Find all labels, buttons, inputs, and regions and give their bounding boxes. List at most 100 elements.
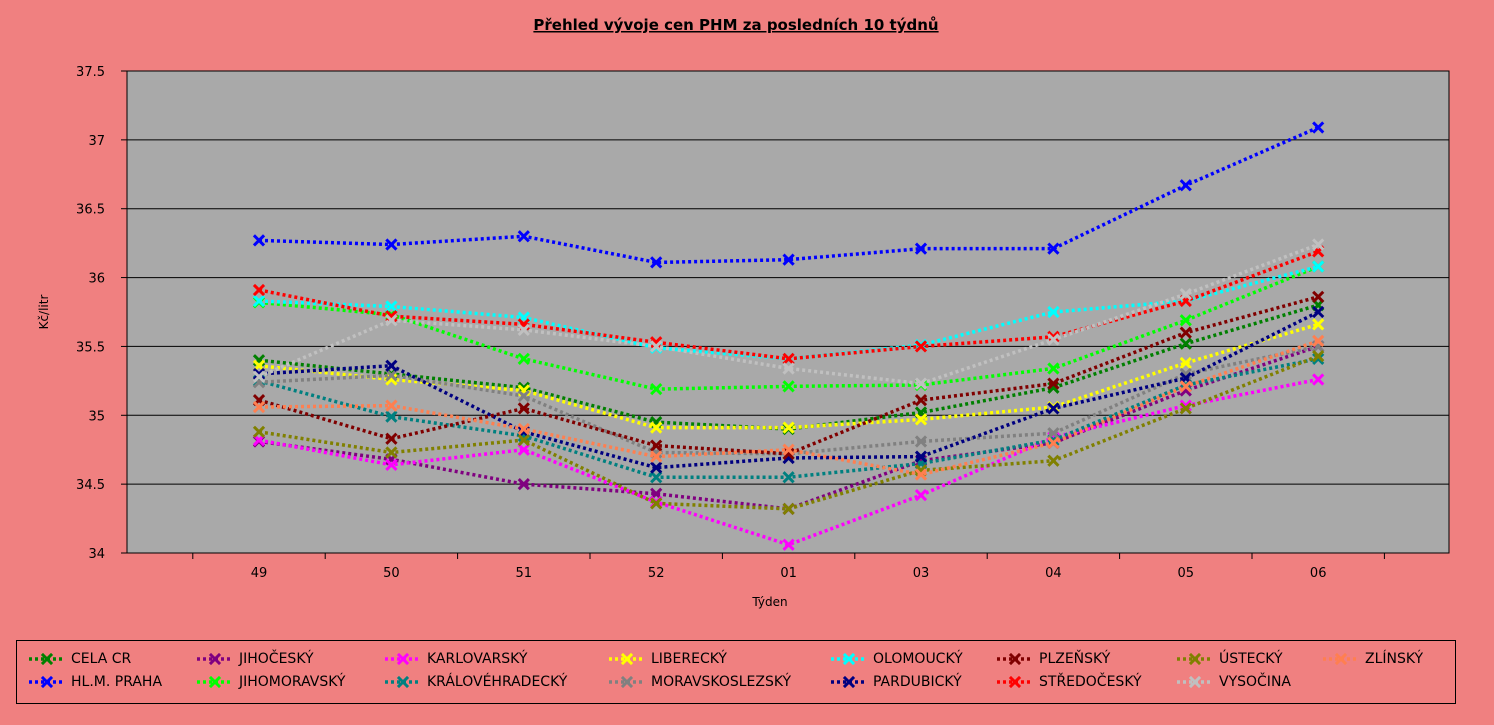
data-point [517, 443, 530, 456]
data-point [782, 538, 795, 551]
line-chart: Přehled vývoje cen PHM za posledních 10 … [37, 16, 1450, 609]
legend-item: JIHOMORAVSKÝ [197, 672, 345, 692]
y-tick-label: 35 [88, 409, 105, 424]
legend-marker [396, 676, 410, 688]
legend-item: KARLOVARSKÝ [385, 649, 527, 669]
legend-item: ÚSTECKÝ [1177, 649, 1283, 669]
data-point [1047, 454, 1060, 467]
data-point [782, 380, 795, 393]
data-point [1047, 333, 1060, 346]
data-point [517, 230, 530, 243]
series-line [258, 295, 1319, 456]
data-point [914, 394, 928, 407]
data-point [1312, 334, 1325, 348]
data-point [1312, 305, 1325, 319]
data-point [782, 253, 795, 266]
legend-swatch [1177, 676, 1213, 688]
data-point [1179, 326, 1192, 339]
data-point [517, 402, 530, 415]
legend-item: ZLÍNSKÝ [1323, 649, 1423, 669]
data-point [252, 400, 266, 414]
legend-label: VYSOČINA [1219, 674, 1291, 690]
x-tick-label: 51 [516, 566, 533, 581]
data-point [517, 422, 530, 436]
legend-marker [620, 676, 634, 688]
legend-marker [1334, 653, 1348, 665]
series-line [258, 310, 1319, 470]
legend-label: JIHOMORAVSKÝ [239, 674, 346, 690]
series-zl-nsk- [252, 334, 1325, 481]
y-tick-label: 36 [88, 272, 105, 287]
data-point [252, 283, 266, 297]
legend-item: CELA CR [29, 649, 131, 669]
data-point [650, 450, 663, 463]
data-point [914, 413, 928, 426]
data-point [1179, 314, 1192, 327]
data-point [650, 340, 663, 353]
data-point [782, 421, 795, 434]
legend-swatch [831, 653, 867, 665]
data-point [1179, 337, 1192, 350]
legend-swatch [997, 676, 1033, 688]
legend-swatch [1323, 653, 1359, 665]
data-point [1047, 362, 1060, 375]
legend-swatch [197, 653, 233, 665]
x-tick-label: 06 [1310, 566, 1327, 581]
data-point [385, 399, 398, 412]
data-point [782, 502, 795, 516]
data-point [517, 433, 530, 447]
x-axis-label: Týden [751, 595, 787, 609]
data-point [385, 432, 398, 445]
legend-swatch [29, 676, 65, 688]
legend-label: PARDUBICKÝ [873, 674, 962, 690]
data-point [782, 443, 795, 456]
legend-label: STŘEDOČESKÝ [1039, 674, 1142, 690]
data-point [517, 352, 530, 365]
legend-marker [208, 653, 222, 665]
data-point [1312, 260, 1325, 273]
series-line [258, 377, 1319, 547]
x-tick-label: 52 [648, 566, 665, 581]
data-point [1312, 121, 1325, 134]
legend-swatch [609, 653, 645, 665]
legend-label: PLZEŇSKÝ [1039, 651, 1111, 667]
legend: CELA CR HL.M. PRAHA JIHOČESKÝ JIHOMORAVSKÝ K… [16, 640, 1456, 704]
legend-item: PLZEŇSKÝ [997, 649, 1110, 669]
data-point [385, 300, 398, 313]
data-point [1047, 377, 1060, 390]
data-point [650, 471, 663, 484]
series-vyso-ina [252, 238, 1325, 390]
legend-swatch [1177, 653, 1213, 665]
data-point [1047, 305, 1060, 319]
data-point [252, 294, 266, 308]
x-tick-label: 05 [1178, 566, 1195, 581]
data-point [385, 238, 398, 251]
series-line [258, 125, 1319, 265]
legend-swatch [197, 676, 233, 688]
legend-marker [1008, 676, 1022, 688]
data-point [914, 242, 928, 255]
data-point [1312, 290, 1325, 303]
data-point [517, 323, 530, 337]
data-point [1047, 402, 1060, 415]
data-point [385, 458, 398, 471]
legend-label: ZLÍNSKÝ [1365, 651, 1424, 667]
data-point [914, 468, 928, 481]
legend-marker [40, 653, 54, 665]
gridlines [127, 139, 1449, 485]
x-tick-label: 04 [1045, 566, 1062, 581]
data-point [1047, 427, 1060, 440]
chart-title: Přehled vývoje cen PHM za posledních 10 … [533, 16, 938, 34]
data-point [1047, 330, 1060, 343]
data-point [650, 382, 663, 396]
legend-label: LIBERECKÝ [651, 651, 727, 667]
series-line [258, 242, 1319, 386]
y-tick-label: 37.5 [76, 65, 105, 80]
x-tick-label: 01 [780, 566, 797, 581]
data-point [650, 439, 663, 452]
data-point [1312, 349, 1325, 363]
data-point [1312, 318, 1325, 331]
data-point [517, 389, 530, 403]
data-point [914, 450, 928, 463]
legend-label: CELA CR [71, 651, 132, 667]
